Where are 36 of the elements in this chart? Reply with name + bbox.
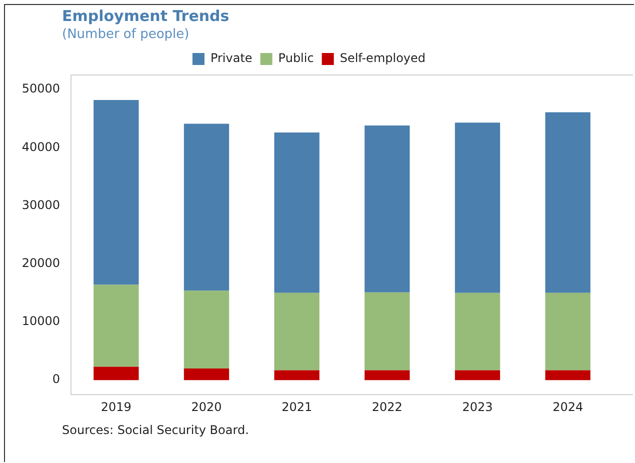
bar <box>364 292 410 370</box>
x-tick-label: 2022 <box>372 400 402 414</box>
y-tick-label: 30000 <box>22 198 60 212</box>
bar <box>454 292 500 370</box>
chart-title: Employment Trends <box>62 7 230 25</box>
bar <box>274 370 320 380</box>
bar <box>454 370 500 380</box>
bar <box>274 132 320 293</box>
x-tick-label: 2023 <box>462 400 493 414</box>
chart-subtitle: (Number of people) <box>62 27 190 42</box>
bar <box>184 124 230 291</box>
bar <box>454 122 500 293</box>
bar <box>94 284 139 367</box>
x-tick-label: 2024 <box>552 400 584 414</box>
legend-label: Private <box>210 51 252 66</box>
bar <box>184 290 230 368</box>
x-tick-label: 2019 <box>100 400 132 414</box>
x-tick-label: 2021 <box>282 400 312 414</box>
bar <box>545 112 590 293</box>
legend-label: Self-employed <box>340 51 426 66</box>
y-tick-label: 10000 <box>22 314 60 328</box>
bar <box>184 368 230 380</box>
x-tick-label: 2020 <box>191 400 222 414</box>
bar <box>94 100 139 285</box>
legend-label: Public <box>278 51 314 66</box>
bar <box>364 126 410 292</box>
bar <box>274 292 320 370</box>
y-tick-label: 50000 <box>22 82 60 96</box>
y-tick-label: 20000 <box>22 256 60 270</box>
bar <box>545 292 590 370</box>
bar <box>545 370 590 380</box>
bar <box>364 370 410 380</box>
bar <box>94 366 139 380</box>
source-note: Sources: Social Security Board. <box>62 423 249 437</box>
y-tick-label: 0 <box>52 372 60 386</box>
y-tick-label: 40000 <box>22 140 60 154</box>
